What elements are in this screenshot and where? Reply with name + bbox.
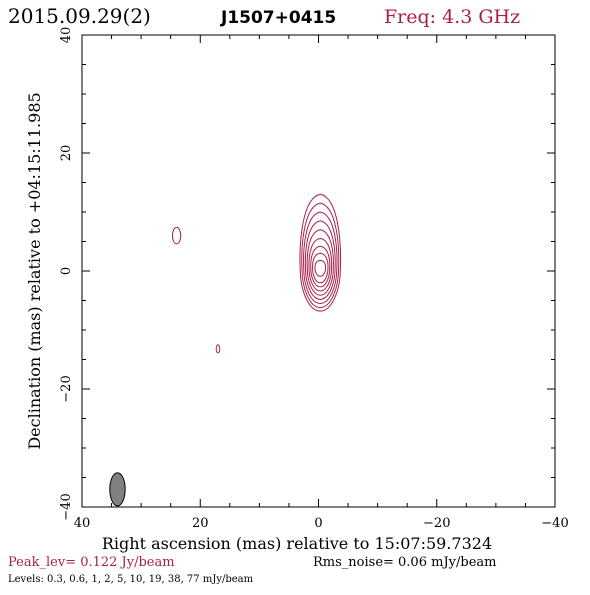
contour-level bbox=[304, 220, 336, 300]
contour-level bbox=[301, 202, 340, 309]
y-tick-label: −40 bbox=[59, 493, 74, 520]
x-tick-label: 20 bbox=[192, 516, 209, 531]
frequency-label: Freq: 4.3 GHz bbox=[384, 6, 520, 28]
contour-level bbox=[308, 238, 333, 292]
x-tick-label: 40 bbox=[74, 516, 91, 531]
contour-level bbox=[303, 211, 338, 304]
y-axis-label: Declination (mas) relative to +04:15:11.… bbox=[25, 92, 44, 449]
x-axis-label: Right ascension (mas) relative to 15:07:… bbox=[102, 534, 492, 553]
observation-date: 2015.09.29(2) bbox=[8, 4, 151, 28]
x-tick-label: −20 bbox=[423, 516, 450, 531]
contour-levels-label: Levels: 0.3, 0.6, 1, 2, 5, 10, 19, 38, 7… bbox=[8, 574, 254, 585]
minor-component-contour bbox=[215, 344, 221, 354]
minor-component-contour bbox=[171, 226, 182, 245]
contour-lines bbox=[171, 193, 342, 354]
rms-noise-label: Rms_noise= 0.06 mJy/beam bbox=[313, 555, 496, 570]
beam-ellipse bbox=[109, 472, 126, 507]
x-tick-label: 0 bbox=[314, 516, 322, 531]
source-name: J1507+0415 bbox=[220, 8, 336, 28]
contour-level bbox=[312, 252, 329, 284]
plot-frame bbox=[81, 34, 556, 508]
axis-ticks bbox=[81, 34, 556, 508]
y-tick-label: 20 bbox=[59, 145, 74, 162]
beam-ellipse-group bbox=[109, 472, 126, 507]
y-tick-label: 40 bbox=[59, 27, 74, 44]
peak-level-label: Peak_lev= 0.122 Jy/beam bbox=[8, 555, 175, 570]
contour-level bbox=[314, 259, 327, 277]
contour-level bbox=[299, 193, 342, 312]
x-tick-label: −40 bbox=[541, 516, 568, 531]
y-tick-label: −20 bbox=[59, 375, 74, 402]
y-tick-label: 0 bbox=[59, 267, 74, 275]
contour-level bbox=[310, 245, 331, 288]
contour-level bbox=[306, 229, 334, 296]
